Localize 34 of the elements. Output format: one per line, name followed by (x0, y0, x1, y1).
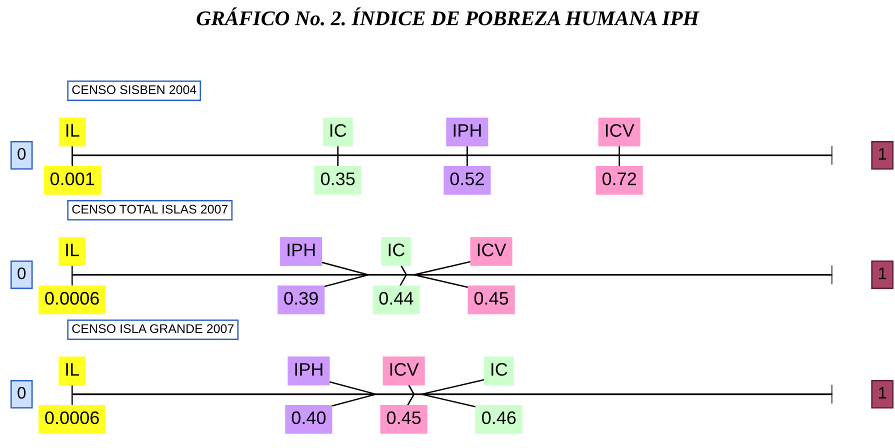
series-label: IPH (288, 244, 315, 256)
text: 0 (18, 267, 26, 280)
data-label: 0.45 (474, 292, 508, 305)
series-label: IL (66, 124, 80, 137)
data-label: 0.0006 (45, 292, 99, 305)
data-label: 0.72 (602, 172, 636, 186)
text: 1 (878, 148, 886, 160)
series-label: ICV (390, 363, 419, 376)
data-label: 0.0006 (45, 411, 99, 424)
text: 1 (878, 268, 886, 280)
series-label: IL (66, 363, 79, 376)
text: CENSO ISLA GRANDE 2007 (72, 324, 234, 334)
series-label: IL (66, 244, 79, 256)
data-label: 0.46 (482, 411, 516, 424)
data-label: 0.44 (379, 292, 414, 305)
data-label: 0.39 (284, 292, 318, 305)
series-label: IC (492, 363, 508, 376)
series-label: ICV (478, 244, 506, 256)
series-label: IPH (454, 124, 481, 137)
series-label: IPH (295, 363, 322, 376)
data-label: 0.001 (50, 172, 94, 186)
series-label: ICV (606, 124, 634, 137)
text: CENSO SISBEN 2004 (72, 85, 196, 94)
text: 1 (878, 387, 886, 399)
data-label: 0.52 (450, 172, 484, 186)
text: 0 (18, 148, 26, 160)
series-label: IC (330, 124, 346, 137)
text: CENSO TOTAL ISLAS 2007 (72, 204, 228, 214)
data-label: 0.45 (386, 411, 421, 424)
data-label: 0.35 (321, 172, 355, 186)
series-label: IC (388, 244, 405, 256)
text: GRÁFICO No. 2. ÍNDICE DE POBREZA HUMANA IPH (196, 7, 700, 26)
text: 0 (18, 386, 26, 399)
data-label: 0.40 (292, 411, 326, 424)
